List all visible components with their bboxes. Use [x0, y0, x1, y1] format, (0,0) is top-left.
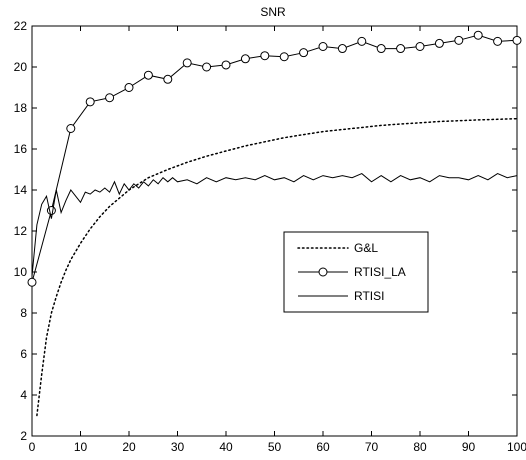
data-point [512, 35, 522, 45]
legend: G&L RTISI_LA RTISI [283, 231, 429, 313]
y-tick-label: 18 [14, 101, 28, 115]
data-point [415, 42, 425, 51]
data-point [434, 38, 444, 48]
data-point [260, 51, 270, 61]
y-tick-label: 22 [14, 19, 28, 33]
series-line-rtisi [31, 173, 518, 277]
data-point [202, 62, 212, 72]
data-point [337, 44, 347, 54]
y-tick-label: 12 [14, 224, 28, 238]
legend-label: RTISI_LA [354, 265, 406, 279]
x-tick-label: 50 [268, 440, 282, 454]
data-point [240, 54, 250, 64]
data-point [124, 83, 134, 92]
legend-marker [318, 267, 328, 277]
data-point [396, 44, 406, 54]
x-tick-label: 10 [74, 440, 88, 454]
data-point [66, 124, 76, 133]
x-tick-label: 30 [171, 440, 185, 454]
data-point [143, 70, 153, 80]
data-point [473, 30, 483, 40]
data-point [221, 60, 231, 70]
legend-label: G&L [354, 241, 378, 255]
data-point [163, 74, 173, 84]
axes: 0 10 20 30 40 50 60 70 80 90 100 2 4 6 8 10 12 14 16 18 20 22 [14, 19, 526, 454]
data-point [279, 52, 289, 62]
x-tick-label: 40 [219, 440, 233, 454]
y-tick-label: 2 [20, 429, 27, 443]
x-tick-label: 100 [507, 440, 526, 454]
data-point [357, 36, 367, 46]
y-tick-label: 4 [20, 388, 27, 402]
y-tick-label: 6 [20, 347, 27, 361]
plot-area-frame [31, 25, 518, 437]
y-tick-label: 14 [14, 183, 28, 197]
series-line-g-l [36, 117, 518, 417]
x-tick-label: 20 [122, 440, 136, 454]
chart-title: SNR [260, 5, 286, 19]
data-point [376, 44, 386, 54]
x-tick-label: 80 [413, 440, 427, 454]
y-tick-label: 10 [14, 265, 28, 279]
legend-label: RTISI [354, 289, 384, 303]
data-point [27, 277, 37, 287]
y-tick-label: 8 [20, 306, 27, 320]
data-point [85, 97, 95, 107]
data-point [299, 48, 309, 58]
x-tick-label: 60 [316, 440, 330, 454]
plot-series [27, 30, 522, 417]
data-point [182, 58, 192, 68]
x-tick-label: 70 [365, 440, 379, 454]
data-point [318, 42, 328, 51]
data-point [493, 36, 503, 46]
y-tick-label: 20 [14, 60, 28, 74]
y-tick-label: 16 [14, 142, 28, 156]
x-tick-label: 0 [29, 440, 36, 454]
data-point [105, 93, 115, 103]
x-tick-label: 90 [462, 440, 476, 454]
data-point [454, 35, 464, 45]
